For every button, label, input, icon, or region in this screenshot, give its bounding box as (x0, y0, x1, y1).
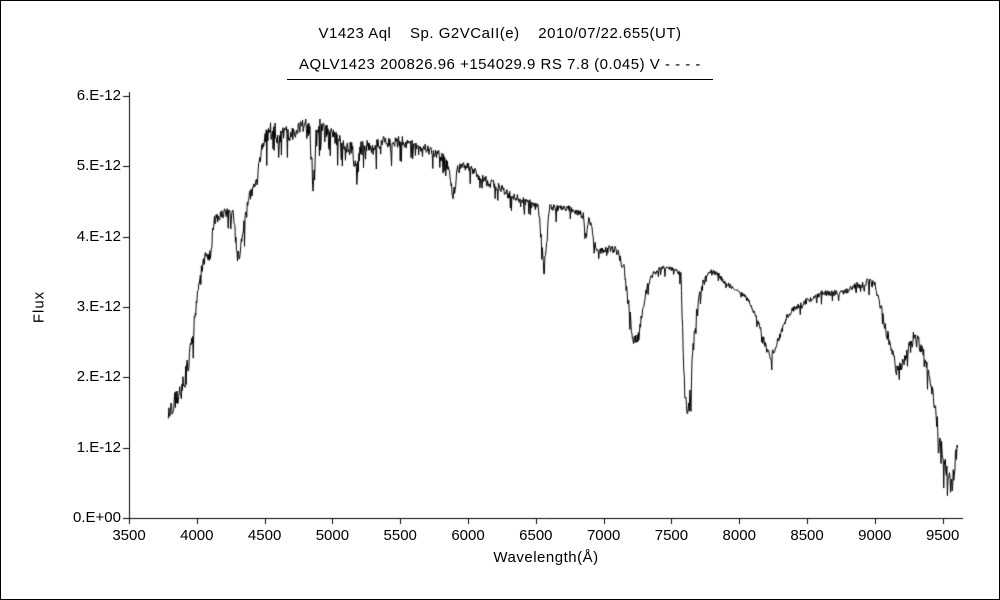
x-tick-label: 8000 (722, 527, 756, 544)
x-axis-label: Wavelength(Å) (493, 549, 599, 566)
x-tick-label: 5500 (383, 527, 417, 544)
y-tick-label: 2.E-12 (76, 368, 121, 386)
y-tick-label: 1.E-12 (76, 438, 121, 456)
chart-title: V1423 Aql Sp. G2VCaII(e) 2010/07/22.655(… (318, 25, 682, 42)
y-tick-label: 3.E-12 (76, 298, 121, 315)
x-tick-label: 4000 (180, 527, 214, 544)
x-tick-label: 7500 (654, 527, 689, 544)
chart-subtitle: AQLV1423 200826.96 +154029.9 RS 7.8 (0.0… (287, 56, 713, 80)
y-tick-label: 5.E-12 (76, 157, 121, 175)
x-tick-label: 5000 (315, 527, 350, 544)
x-tick-label: 6000 (451, 527, 485, 544)
y-tick-label: 4.E-12 (76, 227, 121, 245)
x-tick-label: 9000 (858, 527, 892, 544)
chart-subtitle-row: AQLV1423 200826.96 +154029.9 RS 7.8 (0.0… (1, 56, 999, 80)
y-tick-label: 0.E+00 (73, 509, 121, 526)
x-tick-label: 6500 (519, 527, 553, 544)
x-tick-label: 9500 (925, 527, 960, 544)
x-tick-label: 3500 (112, 527, 146, 544)
x-tick-label: 7000 (586, 527, 621, 544)
x-tick-label: 8500 (790, 527, 824, 544)
x-tick-label: 4500 (247, 527, 282, 544)
y-tick-label: 6.E-12 (76, 87, 121, 104)
